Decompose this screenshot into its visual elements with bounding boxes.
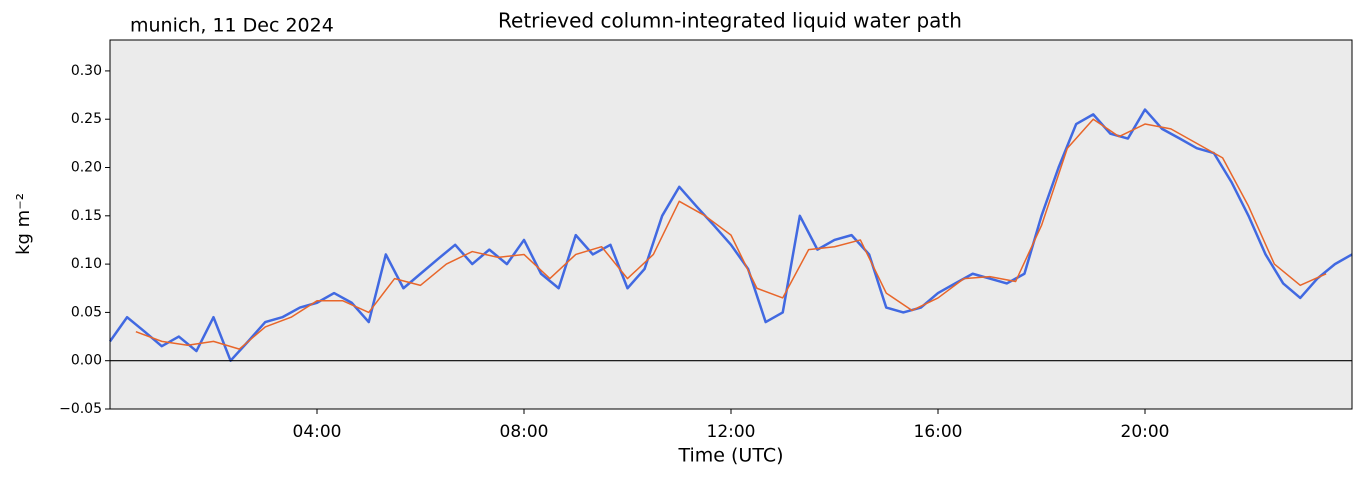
x-tick-label: 08:00 [500, 422, 549, 442]
y-tick-label: 0.20 [71, 160, 102, 176]
plot-background [110, 40, 1352, 409]
x-tick-label: 04:00 [293, 422, 342, 442]
y-tick-label: 0.15 [71, 208, 102, 224]
y-tick-label: 0.30 [71, 63, 102, 79]
x-tick-label: 16:00 [914, 422, 963, 442]
y-tick-label: 0.25 [71, 111, 102, 127]
chart-subtitle: munich, 11 Dec 2024 [130, 15, 334, 37]
y-axis-label: kg m⁻² [13, 193, 34, 255]
y-tick-label: −0.05 [59, 401, 102, 417]
chart-title: Retrieved column-integrated liquid water… [498, 9, 962, 33]
x-tick-label: 12:00 [707, 422, 756, 442]
y-tick-label: 0.00 [71, 353, 102, 369]
x-tick-label: 20:00 [1121, 422, 1170, 442]
series-line [108, 108, 1353, 362]
series-line [135, 118, 1327, 350]
y-tick-label: 0.05 [71, 304, 102, 320]
x-axis-label: Time (UTC) [677, 445, 783, 467]
y-tick-label: 0.10 [71, 256, 102, 272]
plot-frame [109, 39, 1353, 410]
